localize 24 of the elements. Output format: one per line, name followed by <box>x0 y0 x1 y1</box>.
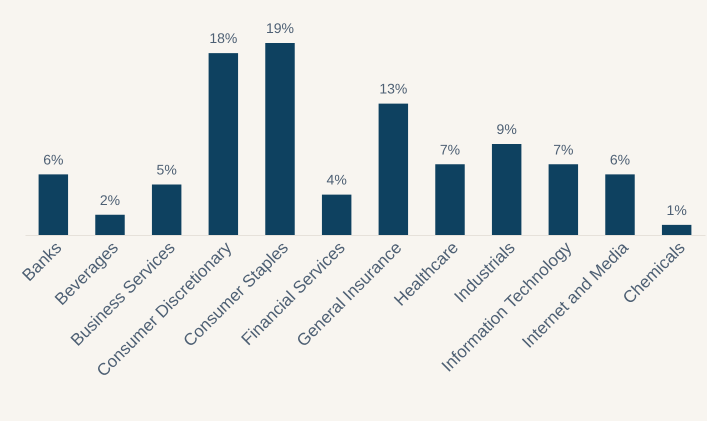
data-label: 5% <box>156 161 177 178</box>
data-label: 6% <box>610 151 630 168</box>
data-label: 19% <box>266 20 294 36</box>
bar <box>548 164 578 235</box>
bar <box>492 144 522 235</box>
bar <box>662 224 692 235</box>
data-label: 18% <box>209 30 238 46</box>
bar <box>95 214 125 235</box>
bar <box>38 174 68 235</box>
bar <box>152 184 182 235</box>
data-label: 9% <box>496 121 517 138</box>
data-label: 13% <box>379 80 408 97</box>
data-label: 2% <box>100 192 120 208</box>
data-label: 6% <box>43 151 64 168</box>
bar <box>435 164 465 235</box>
data-label: 1% <box>666 202 687 218</box>
data-label: 4% <box>326 172 347 188</box>
bar <box>605 174 635 235</box>
bar <box>378 104 408 235</box>
data-label: 7% <box>553 141 574 158</box>
bar <box>265 43 295 235</box>
bar <box>208 53 238 235</box>
bar <box>322 194 352 235</box>
data-label: 7% <box>440 141 460 158</box>
